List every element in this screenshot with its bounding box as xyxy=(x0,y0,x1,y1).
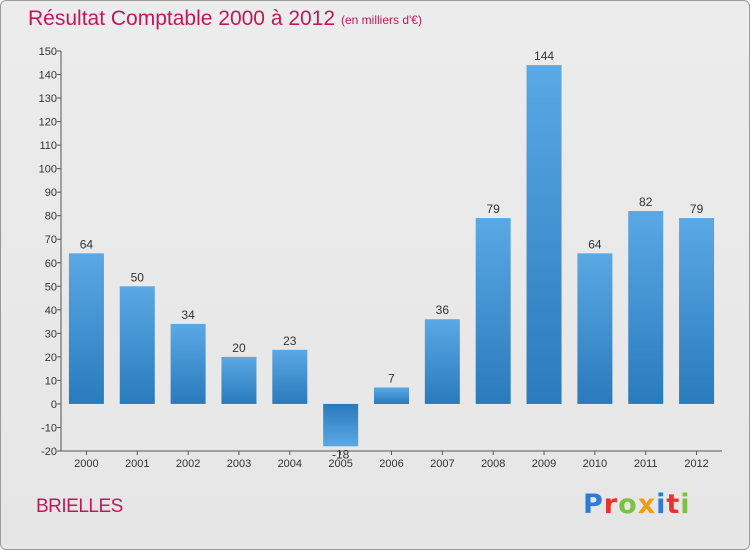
value-label: 64 xyxy=(588,237,602,251)
proxiti-logo[interactable]: Proxiti xyxy=(583,489,691,520)
value-label: 64 xyxy=(80,237,94,251)
y-tick-label: 130 xyxy=(39,93,57,105)
chart-unit: (en milliers d'€) xyxy=(341,13,422,27)
y-tick-label: -20 xyxy=(41,446,57,458)
bar-2003 xyxy=(221,356,257,404)
x-tick-label: 2004 xyxy=(278,458,302,470)
chart-title: Résultat Comptable 2000 à 2012 xyxy=(28,7,336,30)
x-tick-label: 2009 xyxy=(532,458,556,470)
value-label: 144 xyxy=(534,49,554,63)
y-tick-label: 10 xyxy=(45,375,57,387)
value-label: 23 xyxy=(283,334,297,348)
y-tick-label: 100 xyxy=(39,164,57,176)
bar-2010 xyxy=(577,253,613,404)
x-tick-label: 2011 xyxy=(634,458,658,470)
y-tick-label: 40 xyxy=(45,305,57,317)
value-label: 34 xyxy=(181,308,195,322)
x-tick-label: 2000 xyxy=(74,458,98,470)
bar-2012 xyxy=(679,218,715,404)
y-tick-label: 50 xyxy=(45,281,57,293)
logo-letter: x xyxy=(637,489,657,520)
bar-2007 xyxy=(424,319,460,404)
value-label: 20 xyxy=(232,341,246,355)
bar-2006 xyxy=(374,387,409,404)
y-tick-label: 20 xyxy=(45,352,57,364)
logo-letter: P xyxy=(583,489,604,520)
y-tick-label: 0 xyxy=(51,399,57,411)
bar-2011 xyxy=(628,211,664,404)
value-label: -18 xyxy=(332,447,350,461)
x-tick-label: 2001 xyxy=(125,458,149,470)
y-tick-label: 80 xyxy=(45,211,57,223)
y-tick-label: 30 xyxy=(45,328,57,340)
bar-2009 xyxy=(526,65,562,404)
bar-2004 xyxy=(272,349,308,404)
logo-letter: r xyxy=(603,489,619,520)
value-label: 50 xyxy=(131,270,145,284)
logo-letter: i xyxy=(680,489,691,520)
y-tick-label: 70 xyxy=(45,234,57,246)
value-label: 82 xyxy=(639,195,653,209)
y-tick-label: 60 xyxy=(45,258,57,270)
x-tick-label: 2012 xyxy=(684,458,708,470)
y-tick-label: 110 xyxy=(39,140,57,152)
x-tick-label: 2007 xyxy=(430,458,454,470)
x-tick-label: 2010 xyxy=(583,458,607,470)
x-tick-label: 2002 xyxy=(176,458,200,470)
y-tick-label: 120 xyxy=(39,117,57,129)
bar-2005 xyxy=(323,403,359,447)
y-tick-label: 90 xyxy=(45,187,57,199)
bar-2008 xyxy=(475,218,511,404)
y-tick-label: 150 xyxy=(39,46,57,58)
x-tick-label: 2005 xyxy=(328,458,352,470)
bar-2002 xyxy=(170,323,206,404)
logo-letter: o xyxy=(618,489,638,520)
x-tick-label: 2003 xyxy=(227,458,251,470)
logo-letter: i xyxy=(656,489,667,520)
value-label: 79 xyxy=(487,202,501,216)
y-tick-label: -10 xyxy=(41,422,57,434)
x-tick-label: 2006 xyxy=(379,458,403,470)
value-label: 7 xyxy=(388,371,395,385)
bar-2000 xyxy=(68,253,104,404)
y-tick-label: 140 xyxy=(39,70,57,82)
x-tick-label: 2008 xyxy=(481,458,505,470)
commune-name: BRIELLES xyxy=(36,496,123,517)
bar-2001 xyxy=(119,286,155,404)
value-label: 36 xyxy=(436,303,450,317)
value-label: 79 xyxy=(690,202,704,216)
logo-letter: t xyxy=(666,489,681,520)
